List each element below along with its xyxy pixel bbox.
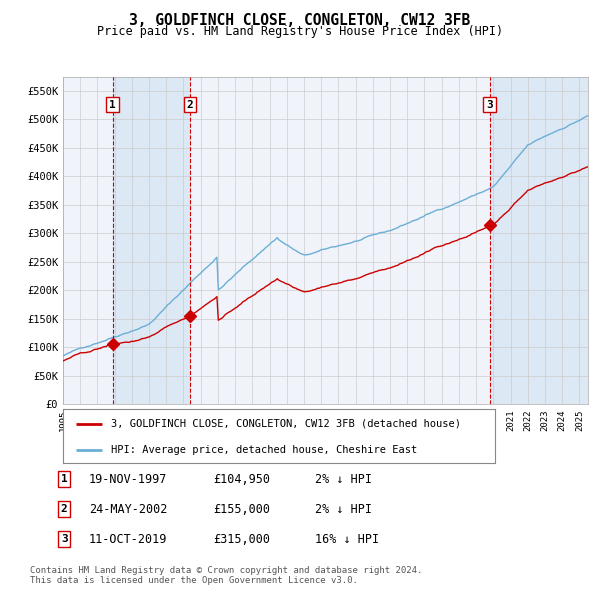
- Text: 2: 2: [187, 100, 194, 110]
- Text: 2% ↓ HPI: 2% ↓ HPI: [315, 473, 372, 486]
- Text: £104,950: £104,950: [213, 473, 270, 486]
- Text: £155,000: £155,000: [213, 503, 270, 516]
- Text: Contains HM Land Registry data © Crown copyright and database right 2024.
This d: Contains HM Land Registry data © Crown c…: [30, 566, 422, 585]
- Text: 1: 1: [109, 100, 116, 110]
- Text: 3: 3: [486, 100, 493, 110]
- Text: 2% ↓ HPI: 2% ↓ HPI: [315, 503, 372, 516]
- Text: 11-OCT-2019: 11-OCT-2019: [89, 533, 167, 546]
- Text: HPI: Average price, detached house, Cheshire East: HPI: Average price, detached house, Ches…: [110, 445, 417, 454]
- Text: 16% ↓ HPI: 16% ↓ HPI: [315, 533, 379, 546]
- Text: 19-NOV-1997: 19-NOV-1997: [89, 473, 167, 486]
- Text: 3, GOLDFINCH CLOSE, CONGLETON, CW12 3FB (detached house): 3, GOLDFINCH CLOSE, CONGLETON, CW12 3FB …: [110, 418, 461, 428]
- Text: 1: 1: [61, 474, 68, 484]
- Text: 2: 2: [61, 504, 68, 514]
- Text: 3, GOLDFINCH CLOSE, CONGLETON, CW12 3FB: 3, GOLDFINCH CLOSE, CONGLETON, CW12 3FB: [130, 13, 470, 28]
- Text: 24-MAY-2002: 24-MAY-2002: [89, 503, 167, 516]
- Bar: [113, 77, 190, 404]
- Text: Price paid vs. HM Land Registry's House Price Index (HPI): Price paid vs. HM Land Registry's House …: [97, 25, 503, 38]
- Text: £315,000: £315,000: [213, 533, 270, 546]
- Bar: [490, 77, 588, 404]
- Text: 3: 3: [61, 535, 68, 544]
